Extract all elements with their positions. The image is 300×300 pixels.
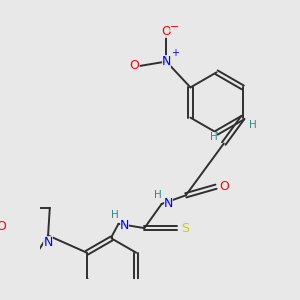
Text: H: H	[111, 210, 119, 220]
Text: N: N	[44, 236, 53, 249]
Text: H: H	[210, 132, 217, 142]
Text: O: O	[219, 180, 229, 193]
Text: O: O	[161, 25, 171, 38]
Text: S: S	[181, 222, 189, 235]
Text: O: O	[129, 59, 139, 72]
Text: N: N	[162, 55, 171, 68]
Text: H: H	[154, 190, 162, 200]
Text: H: H	[249, 119, 257, 130]
Text: +: +	[171, 48, 179, 58]
Text: −: −	[170, 22, 180, 32]
Text: N: N	[120, 219, 129, 232]
Text: O: O	[0, 220, 6, 233]
Text: N: N	[164, 197, 173, 210]
